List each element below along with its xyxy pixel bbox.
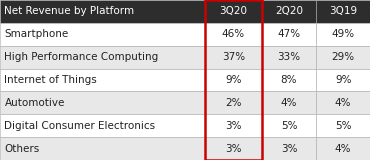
Bar: [316, 23, 370, 46]
Bar: [0, 23, 205, 46]
Bar: [0, 0, 205, 23]
Text: 29%: 29%: [332, 52, 355, 62]
Bar: [316, 137, 370, 160]
Text: 3%: 3%: [225, 144, 242, 154]
Text: 49%: 49%: [332, 29, 355, 39]
Text: 9%: 9%: [335, 75, 352, 85]
Text: High Performance Computing: High Performance Computing: [4, 52, 159, 62]
Text: 9%: 9%: [225, 75, 242, 85]
Text: 47%: 47%: [278, 29, 300, 39]
Bar: [262, 46, 316, 69]
Text: Net Revenue by Platform: Net Revenue by Platform: [4, 6, 135, 16]
Text: 2Q20: 2Q20: [275, 6, 303, 16]
Bar: [205, 114, 262, 137]
Text: 5%: 5%: [281, 121, 297, 131]
Bar: [205, 0, 262, 160]
Bar: [262, 91, 316, 114]
Bar: [316, 114, 370, 137]
Bar: [0, 91, 205, 114]
Text: 33%: 33%: [278, 52, 300, 62]
Bar: [316, 0, 370, 23]
Text: 4%: 4%: [335, 98, 352, 108]
Bar: [262, 23, 316, 46]
Bar: [0, 137, 205, 160]
Bar: [0, 46, 205, 69]
Text: 4%: 4%: [281, 98, 297, 108]
Text: 3Q19: 3Q19: [329, 6, 357, 16]
Text: 3%: 3%: [225, 121, 242, 131]
Bar: [0, 114, 205, 137]
Text: Automotive: Automotive: [4, 98, 65, 108]
Text: 5%: 5%: [335, 121, 352, 131]
Bar: [205, 23, 262, 46]
Bar: [205, 46, 262, 69]
Text: 46%: 46%: [222, 29, 245, 39]
Text: Smartphone: Smartphone: [4, 29, 69, 39]
Bar: [316, 46, 370, 69]
Text: Others: Others: [4, 144, 40, 154]
Bar: [262, 137, 316, 160]
Text: 2%: 2%: [225, 98, 242, 108]
Bar: [205, 137, 262, 160]
Text: 8%: 8%: [281, 75, 297, 85]
Bar: [262, 69, 316, 91]
Bar: [316, 69, 370, 91]
Bar: [205, 69, 262, 91]
Bar: [316, 91, 370, 114]
Text: Digital Consumer Electronics: Digital Consumer Electronics: [4, 121, 155, 131]
Bar: [0, 69, 205, 91]
Bar: [262, 114, 316, 137]
Text: 3%: 3%: [281, 144, 297, 154]
Text: 4%: 4%: [335, 144, 352, 154]
Text: 3Q20: 3Q20: [219, 6, 248, 16]
Bar: [205, 91, 262, 114]
Bar: [205, 0, 262, 23]
Bar: [262, 0, 316, 23]
Text: 37%: 37%: [222, 52, 245, 62]
Text: Internet of Things: Internet of Things: [4, 75, 97, 85]
